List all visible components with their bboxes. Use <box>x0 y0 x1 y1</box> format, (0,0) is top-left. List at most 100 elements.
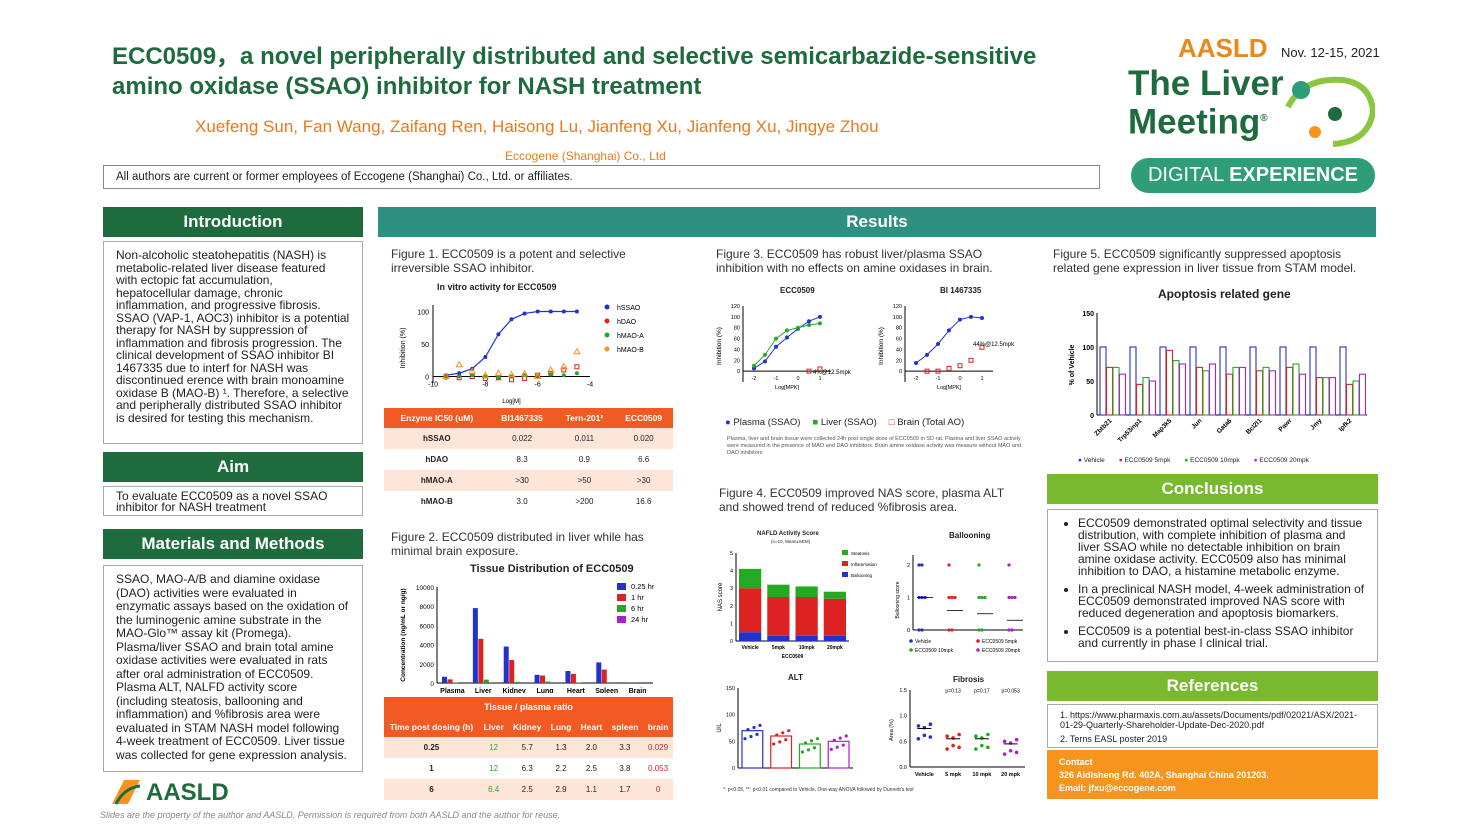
data-point <box>457 374 462 379</box>
bar <box>1322 377 1330 416</box>
table-cell: 8.3 <box>516 455 528 464</box>
bar <box>798 743 821 769</box>
data-point <box>1002 739 1007 744</box>
fig5-apoptosis-chart: 0 50 100 150 % of Vehicle Zbtb21 Trp53inp1 Map3… <box>1069 311 1367 444</box>
results-heading: Results <box>378 207 1376 237</box>
table-cell: 6.4 <box>478 779 509 800</box>
stacked-bar-segment <box>823 591 846 599</box>
legend-label: Brain (Total AO) <box>897 417 965 428</box>
bar <box>1328 377 1337 416</box>
data-point <box>986 745 990 750</box>
data-point <box>763 352 767 357</box>
x-tick-label: Kidney <box>502 688 525 693</box>
stacked-bar-segment <box>739 568 762 589</box>
nafld-stacked-bar-chart: 0 1 2 3 4 5 NAS score Vehicle 5mpk 10mpk 20mpk ECC0… <box>718 550 877 660</box>
legend-label: Liver (SSAO) <box>820 417 877 428</box>
data-point <box>774 336 778 341</box>
y-tick-label: 0 <box>899 369 902 375</box>
fig1-table-header: Enzyme IC50 (uM) BI1467335 Tern-201² ECC050… <box>384 408 673 428</box>
legend-label: 0.25 hr <box>631 582 655 591</box>
legend-label: Plasma (SSAO) <box>733 417 801 428</box>
y-tick-label: 120 <box>731 304 740 310</box>
x-tick-label: Lung <box>536 688 553 693</box>
x-tick-label: Liver <box>475 688 492 693</box>
y-tick-label: 0.5 <box>899 739 907 745</box>
bar <box>596 662 602 683</box>
data-point <box>796 325 800 330</box>
y-tick-label: 0 <box>1090 413 1094 420</box>
bar <box>1352 380 1360 416</box>
contact-address: 326 Aidisheng Rd. 402A, Shanghai China 2… <box>1059 770 1269 780</box>
data-point <box>774 344 778 349</box>
legend-label: Steatosis <box>851 551 870 556</box>
stacked-bar-segment <box>767 584 790 597</box>
data-point <box>809 739 814 743</box>
y-tick-label: 6000 <box>420 623 435 630</box>
contact-box: Contact 326 Aidisheng Rd. 402A, Shanghai… <box>1047 750 1378 799</box>
x-tick-label: 5mpk <box>772 645 785 651</box>
y-tick-label: 2 <box>907 563 910 569</box>
table-cell: 3.8 <box>619 764 631 773</box>
bar <box>534 674 540 683</box>
y-tick-label: 0 <box>425 375 429 382</box>
bar <box>472 608 478 683</box>
data-point <box>546 366 555 373</box>
data-point <box>1010 595 1014 600</box>
bar <box>1165 349 1174 416</box>
bar <box>1202 370 1210 416</box>
bar <box>1159 346 1167 416</box>
y-tick-label: 3 <box>730 586 733 592</box>
x-tick-label: Gata6 <box>1216 417 1234 435</box>
table-cell: 6 <box>384 779 479 800</box>
legend-marker <box>842 561 848 566</box>
data-point <box>787 729 791 733</box>
bar <box>1279 346 1287 416</box>
legend-label: 6 hr <box>631 604 644 613</box>
bar <box>1148 380 1157 416</box>
bar <box>1238 366 1247 416</box>
bar <box>1105 366 1114 416</box>
table-cell: hSSAO <box>384 428 490 449</box>
table-cell: 0.022 <box>489 428 555 449</box>
data-point <box>832 738 836 742</box>
table-row: hMAO-B 3.0 >200 16.6 <box>384 491 673 512</box>
data-point <box>496 332 501 337</box>
data-point <box>841 743 845 747</box>
y-tick-label: 80 <box>734 326 740 332</box>
y-tick-label: 2000 <box>420 662 435 669</box>
table-row: hDAO 8.3 0.9 6.6 <box>384 449 673 470</box>
table-cell: 0.053 <box>648 764 669 773</box>
data-point <box>917 628 921 632</box>
nafld-subtitle: (n=10, Mean±SEM) <box>771 539 811 544</box>
bar <box>1255 370 1264 416</box>
data-point <box>781 731 785 735</box>
x-axis-label: Log[MPK] <box>937 385 962 391</box>
data-point <box>951 743 955 748</box>
y-tick-label: 4 <box>730 569 733 575</box>
data-point <box>817 366 823 372</box>
header-cell: Time post dosing (h) <box>384 717 479 737</box>
x-tick-label: Bcl2l1 <box>1245 417 1264 436</box>
data-point <box>983 595 987 600</box>
table-cell: 5.7 <box>508 737 547 758</box>
x-tick-label: Jmy <box>1309 417 1323 431</box>
bar <box>565 671 571 683</box>
y-tick-label: 50 <box>421 342 429 349</box>
legend-marker <box>909 639 913 643</box>
data-point <box>494 369 503 376</box>
data-point <box>785 335 789 340</box>
legend-label: hMAO-A <box>617 333 644 340</box>
fig2-table-title: Tissue / plasma ratio <box>384 697 673 717</box>
legend-marker <box>617 594 626 601</box>
data-point <box>947 628 951 632</box>
legend-label: ECC0509 5mpk <box>1124 457 1171 464</box>
bar <box>607 682 613 683</box>
data-point <box>561 367 567 373</box>
x-tick-label: Vehicle <box>742 645 759 651</box>
data-point <box>977 595 981 600</box>
fig1-caption: Figure 1. ECC0509 is a potent and select… <box>391 247 626 275</box>
data-point <box>977 563 981 567</box>
aasld-logo: AASLD <box>1178 33 1268 63</box>
aim-heading: Aim <box>103 452 363 482</box>
